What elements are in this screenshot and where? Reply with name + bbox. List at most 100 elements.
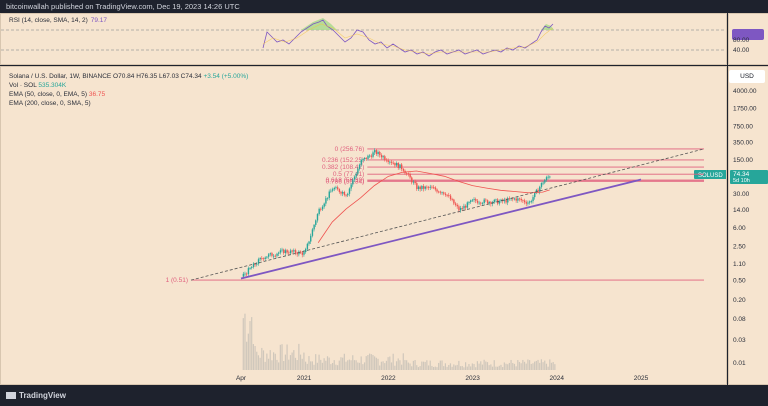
price-panel[interactable]: SOLUSD Apr 2021 2022 2023 2024 2025 0 (256.76) 0…: [0, 66, 727, 385]
candle-body: [508, 198, 511, 200]
volume-bar: [284, 354, 286, 370]
candle-body: [473, 199, 475, 200]
candle-body: [289, 250, 292, 254]
price-axis[interactable]: 4000.001750.00750.00350.00150.0070.0030.…: [728, 66, 768, 385]
candle-body: [454, 203, 457, 205]
time-tick-label: 2023: [465, 375, 480, 382]
candle-body: [427, 186, 430, 188]
candle-body: [279, 250, 282, 253]
support-trendline: [240, 178, 642, 280]
candle-body: [545, 177, 548, 180]
volume-bar: [539, 362, 541, 370]
fib-level-label: 0.5 (77.41): [333, 171, 364, 178]
candle-body: [476, 200, 479, 203]
fib-level-label: 1 (0.51): [166, 277, 188, 284]
price-tick-label: 150.00: [733, 157, 753, 164]
candle-body: [436, 189, 438, 192]
candle-body: [426, 186, 428, 188]
currency-selector[interactable]: USD: [729, 70, 765, 83]
volume-bar: [532, 363, 534, 370]
volume-bar: [269, 350, 271, 370]
volume-bar: [360, 356, 362, 370]
candle-body: [417, 186, 420, 190]
candle-body: [433, 187, 435, 189]
volume-bar: [320, 359, 322, 370]
volume-bar: [459, 366, 462, 370]
candle-body: [284, 250, 287, 254]
candle-body: [534, 192, 536, 198]
candle-body: [449, 195, 452, 200]
volume-bar: [449, 363, 452, 370]
rsi-axis[interactable]: 80.00 40.00: [728, 13, 768, 65]
volume-bar: [394, 365, 396, 370]
legend-vol-label: Vol · SOL: [9, 82, 37, 89]
rsi-panel[interactable]: RSI (14, close, SMA, 14, 2) 79.17: [0, 13, 727, 65]
tradingview-logo-icon: [6, 392, 16, 400]
volume-bar: [298, 343, 300, 370]
candle-body: [379, 151, 381, 156]
symbol-tag-label: SOLUSD: [698, 173, 723, 179]
volume-bar: [421, 361, 423, 370]
candle-body: [318, 208, 320, 215]
volume-bar: [247, 333, 249, 370]
tradingview-brand: TradingView: [19, 391, 66, 400]
legend-ema200-label: EMA (200, close, 0, SMA, 5): [9, 100, 91, 107]
volume-bar: [525, 363, 527, 370]
candle-body: [326, 197, 329, 199]
candle-body: [424, 186, 426, 189]
candle-body: [463, 205, 465, 209]
volume-bar: [372, 354, 374, 370]
candle-body: [305, 249, 307, 253]
legend-ema50-label: EMA (50, close, 0, EMA, 5): [9, 91, 88, 98]
candle-body: [360, 160, 362, 165]
volume-bar: [281, 344, 283, 370]
candle-body: [382, 156, 384, 158]
candle-body: [252, 263, 255, 268]
candle-body: [539, 186, 541, 192]
volume-bar: [271, 360, 273, 370]
candle-body: [456, 204, 458, 207]
candle-body: [441, 192, 443, 194]
candle-body: [273, 255, 275, 257]
candle-body: [394, 163, 396, 166]
candle-body: [363, 157, 366, 160]
candle-body: [401, 164, 403, 170]
volume-bar: [534, 361, 536, 370]
candle-body: [369, 155, 371, 157]
candle-body: [340, 191, 342, 194]
volume-bar: [427, 365, 430, 370]
candle-body: [244, 273, 246, 275]
volume-bar: [529, 360, 531, 370]
volume-bar: [328, 357, 330, 370]
candle-body: [488, 201, 490, 204]
volume-bar: [412, 360, 414, 370]
fib-level-label: 0.382 (108.42): [322, 164, 364, 171]
volume-bar: [488, 365, 490, 370]
candle-body: [293, 250, 295, 252]
volume-bar: [331, 362, 334, 370]
volume-bar: [374, 356, 376, 370]
candle-body: [330, 190, 332, 192]
candle-body: [438, 191, 440, 193]
volume-bar: [325, 360, 327, 370]
volume-bar: [510, 359, 512, 370]
volume-bar: [254, 345, 256, 370]
rsi-legend: RSI (14, close, SMA, 14, 2) 79.17: [9, 17, 107, 24]
candle-body: [345, 194, 347, 196]
volume-bar: [306, 363, 308, 370]
candle-body: [331, 189, 334, 191]
volume-bar: [367, 354, 369, 370]
volume-bar: [321, 362, 324, 370]
volume-bar: [256, 351, 258, 370]
volume-bar: [545, 363, 548, 370]
candle-body: [434, 187, 437, 190]
candle-body: [251, 267, 253, 268]
volume-bar: [470, 366, 472, 370]
candle-body: [267, 254, 270, 257]
volume-bar: [456, 364, 458, 370]
volume-bar: [517, 360, 519, 370]
candle-body: [316, 214, 319, 221]
candle-body: [446, 194, 448, 196]
candle-body: [512, 198, 514, 200]
publish-info: bitcoinwallah published on TradingView.c…: [6, 2, 240, 11]
